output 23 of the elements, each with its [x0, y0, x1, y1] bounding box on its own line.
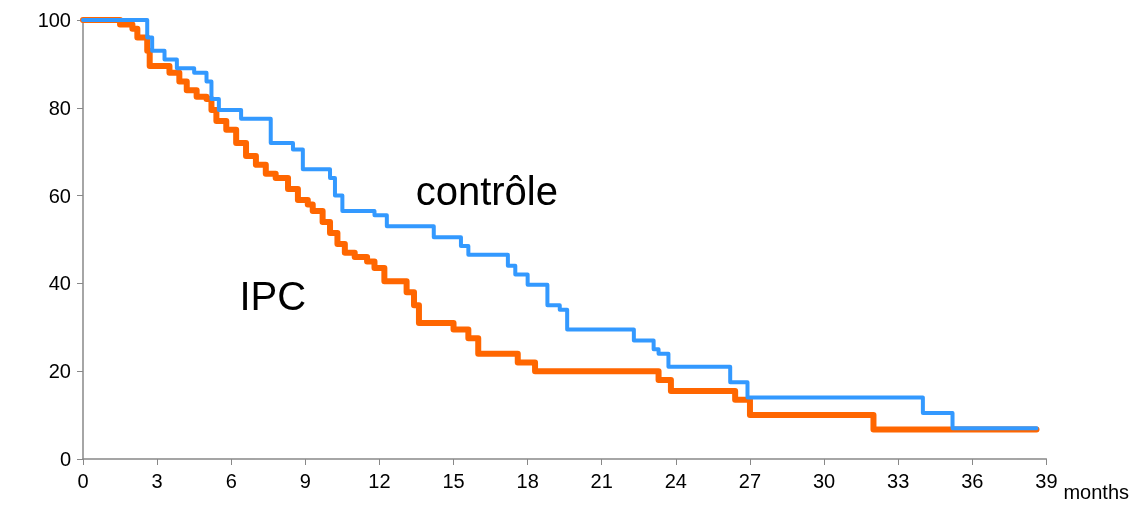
series-label: IPC — [239, 273, 307, 318]
x-axis-title: months — [1063, 481, 1130, 503]
x-tick-label: 21 — [590, 470, 613, 492]
x-tick-label: 3 — [151, 470, 163, 492]
x-tick-label: 27 — [738, 470, 762, 492]
x-tick-label: 39 — [1035, 470, 1058, 492]
y-tick-label: 20 — [48, 360, 71, 383]
y-tick-label: 60 — [48, 184, 71, 207]
y-tick-label: 40 — [48, 272, 71, 295]
y-tick-label: 0 — [59, 448, 71, 470]
x-tick-label: 12 — [368, 470, 391, 492]
x-tick-label: 24 — [664, 470, 687, 492]
x-tick-label: 9 — [299, 470, 311, 492]
y-tick-label: 100 — [37, 9, 71, 31]
x-tick-label: 36 — [961, 470, 984, 492]
y-tick-label: 80 — [48, 96, 71, 119]
x-tick-label: 6 — [225, 470, 237, 492]
x-tick-label: 0 — [77, 470, 89, 492]
x-tick-label: 18 — [516, 470, 539, 492]
x-tick-label: 15 — [442, 470, 465, 492]
series-label: contrôle — [415, 169, 558, 214]
x-tick-label: 33 — [887, 470, 910, 492]
x-tick-label: 30 — [812, 470, 836, 492]
